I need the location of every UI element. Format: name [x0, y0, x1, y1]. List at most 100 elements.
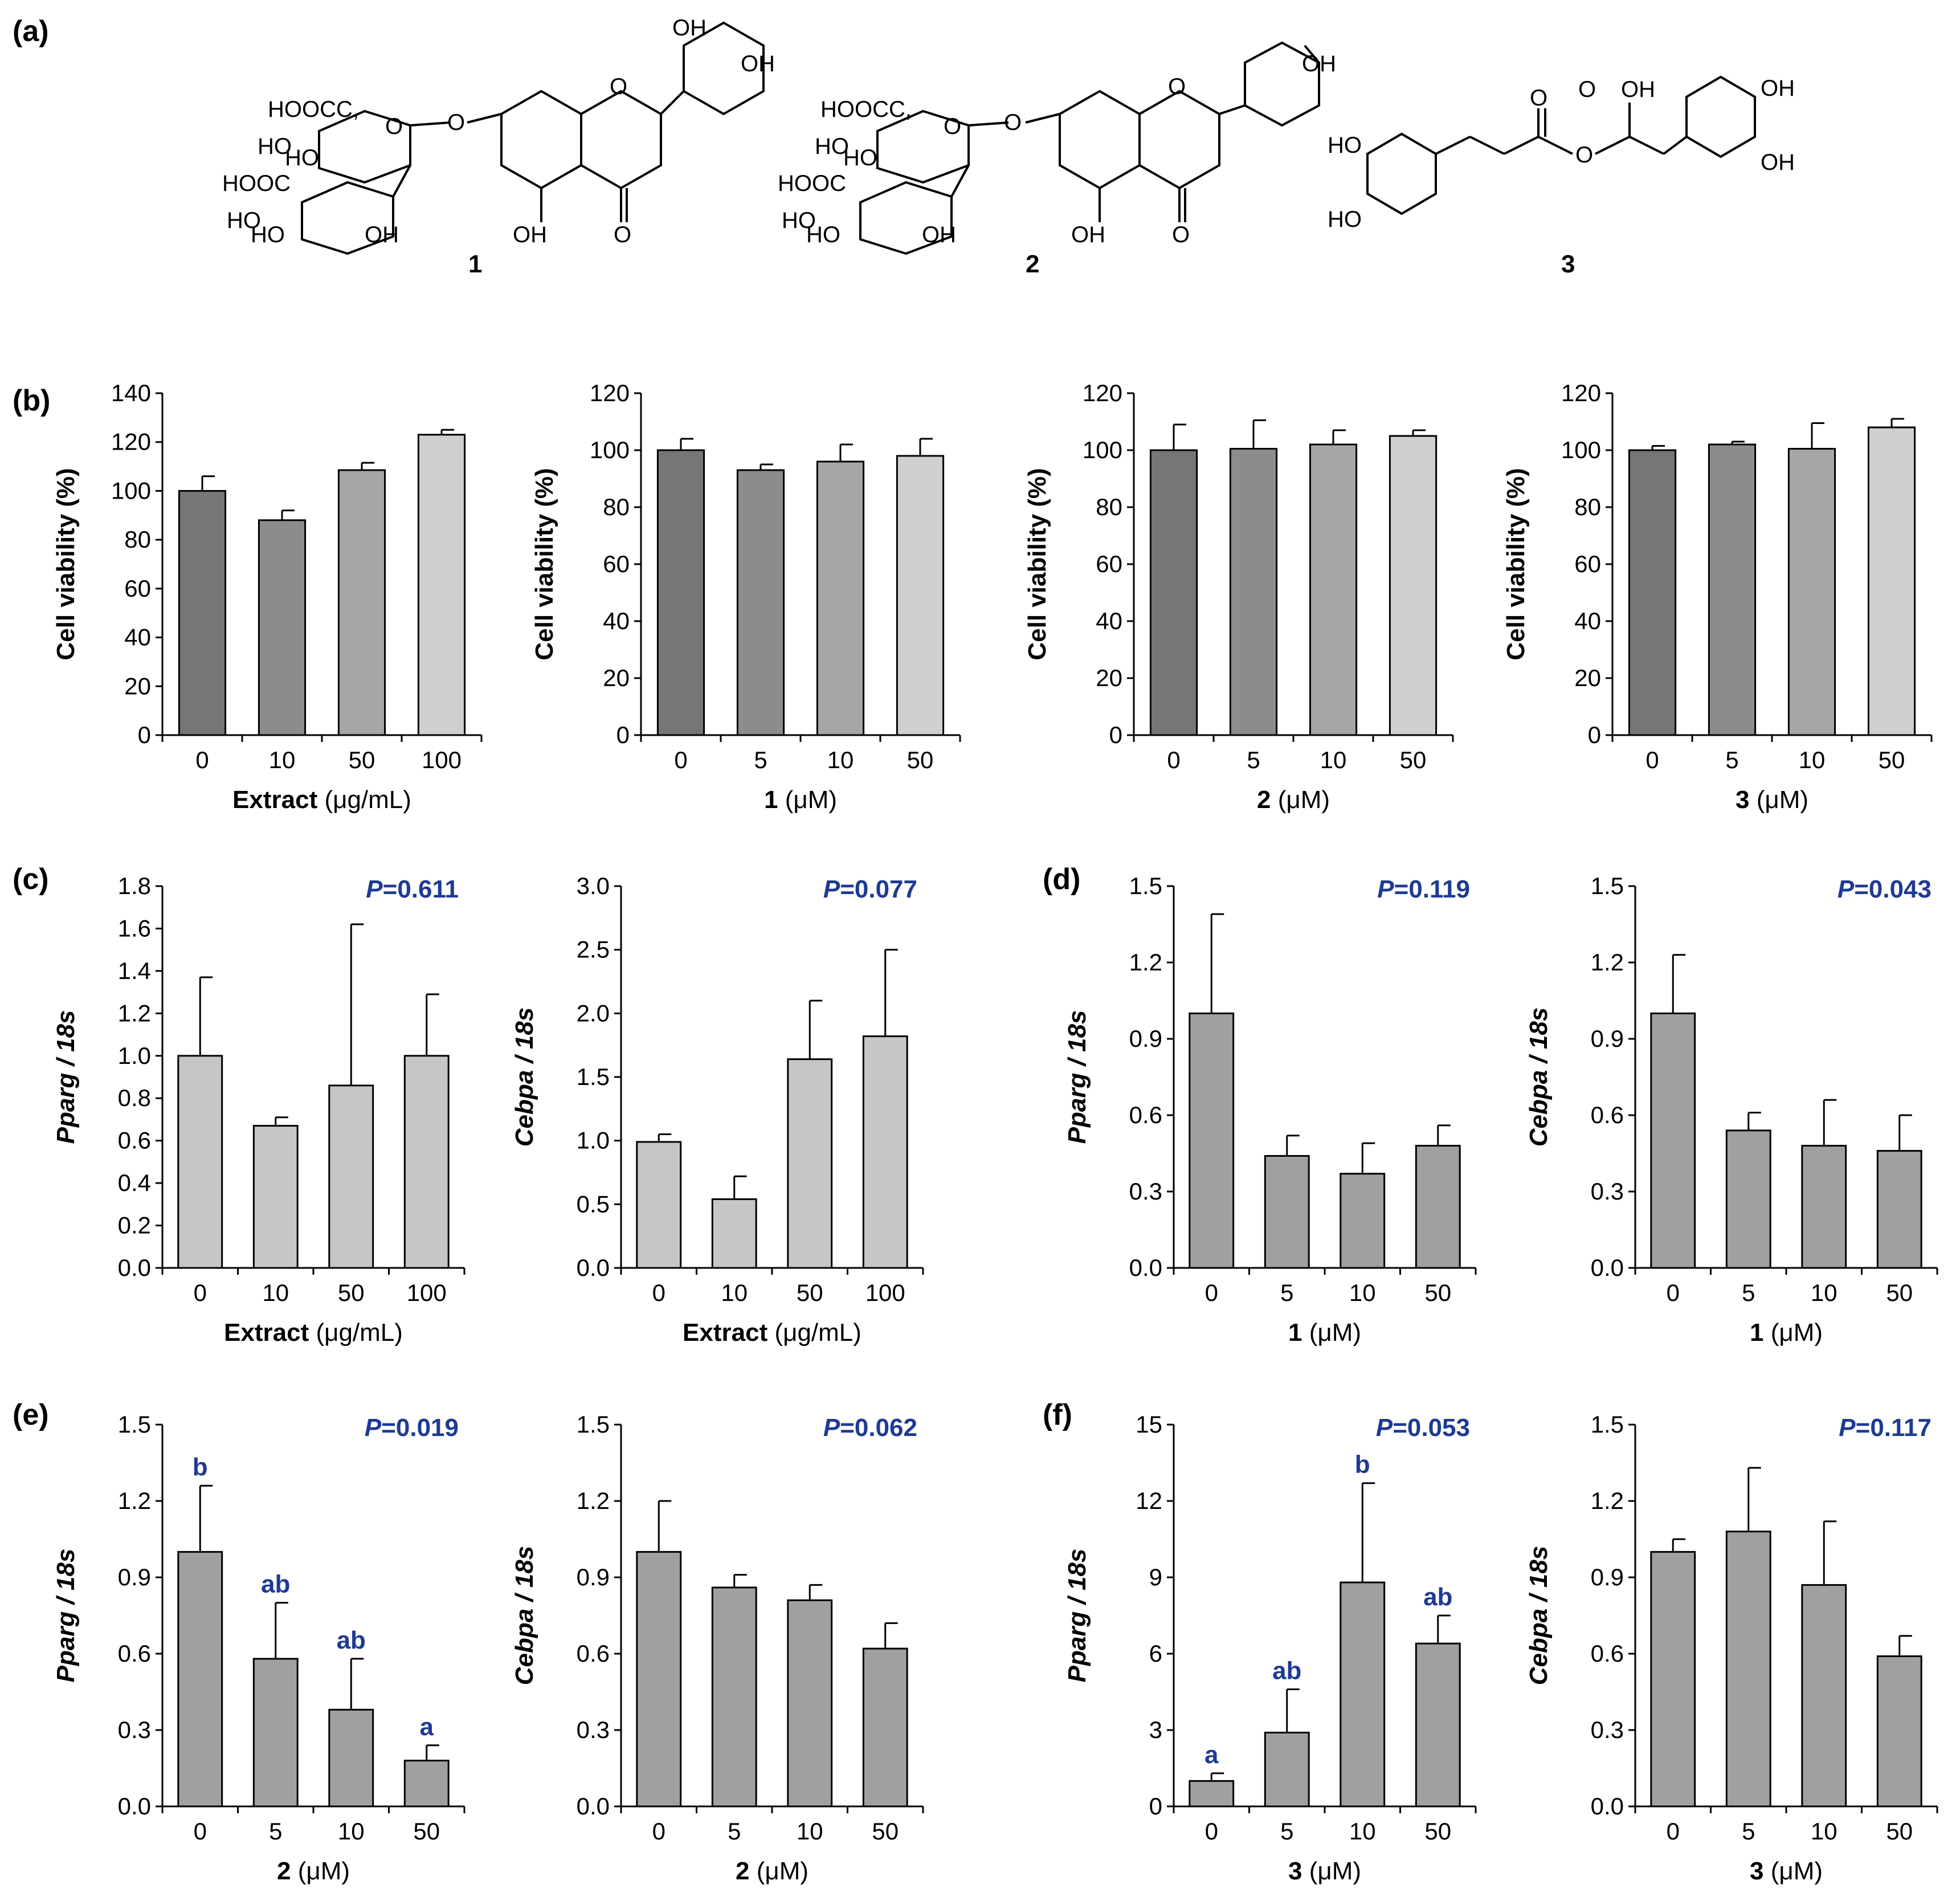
x-tick-label: 10	[262, 1279, 289, 1306]
y-tick-label: 100	[590, 437, 630, 463]
x-axis-label-unit: (μM)	[778, 786, 837, 814]
p-value-number: =0.043	[1854, 875, 1932, 903]
panel-label-b: (b)	[13, 384, 50, 417]
y-tick-label: 20	[1096, 664, 1122, 691]
y-tick-label: 0.0	[1591, 1254, 1624, 1281]
x-tick-label: 10	[1320, 746, 1347, 773]
bar-5	[711, 1586, 757, 1808]
bar-100	[417, 434, 466, 736]
y-tick-label: 9	[1149, 1564, 1162, 1590]
label-o-2a: O	[944, 114, 961, 139]
bar-50	[403, 1760, 450, 1808]
x-tick-label: 0	[1667, 1279, 1680, 1306]
y-tick-label: 0	[1149, 1793, 1162, 1820]
bar-10	[1801, 1584, 1847, 1808]
chart-f2: 0.0 0.3 0.6 0.9 1.2 1.5 0 5 10 50 3 (μM) Cebpa / 18…	[1525, 1411, 1938, 1885]
x-tick-label: 50	[1879, 746, 1905, 773]
bar-10	[328, 1708, 374, 1808]
x-tick-label: 50	[1400, 746, 1427, 773]
p-value: P=0.119	[1377, 875, 1470, 903]
p-symbol: P	[365, 1414, 382, 1442]
x-tick-label: 0	[674, 746, 687, 773]
y-tick-label: 40	[1096, 607, 1122, 634]
x-axis-label-unit: (μg/mL)	[767, 1319, 861, 1347]
label-o-1d: O	[614, 222, 631, 247]
x-axis-label-bold: 3	[1750, 1857, 1763, 1885]
x-tick-label: 0	[195, 746, 209, 773]
x-axis-label-bold: Extract	[232, 786, 318, 814]
chart-b3: 0 20 40 60 80 100 120 0 5 10 50 2 (μM) Cell viabilit…	[1023, 380, 1454, 814]
y-tick-label: 1.5	[1591, 872, 1624, 899]
x-axis-label: Extract (μg/mL)	[224, 1319, 403, 1347]
significance-letter: a	[1204, 1741, 1219, 1769]
y-tick-label: 120	[1561, 380, 1601, 406]
y-tick-label: 40	[1574, 607, 1601, 634]
y-tick-label: 60	[1574, 550, 1601, 577]
x-tick-label: 50	[349, 746, 375, 773]
chart-e2: 0.0 0.3 0.6 0.9 1.2 1.5 0 5 10 50 2 (μM) Cebpa / 18…	[511, 1411, 924, 1885]
y-tick-label: 0.3	[1591, 1716, 1624, 1743]
x-tick-label: 5	[1247, 746, 1260, 773]
x-axis-label-bold: Extract	[683, 1319, 768, 1347]
y-tick-label: 2.0	[577, 1000, 610, 1026]
y-tick-label: 0.0	[1591, 1793, 1624, 1820]
x-tick-label: 10	[1349, 1818, 1376, 1845]
bar-5	[1264, 1155, 1310, 1269]
chart-b4: 0 20 40 60 80 100 120 0 5 10 50 3 (μM) Cell viabilit…	[1502, 380, 1933, 814]
x-tick-label: 10	[338, 1818, 365, 1845]
y-axis-label: Cell viability (%)	[52, 468, 80, 660]
y-tick-label: 0.9	[1591, 1025, 1624, 1052]
y-tick-label: 0.0	[118, 1793, 151, 1820]
y-tick-label: 0.9	[1129, 1025, 1162, 1052]
x-axis-label: Extract (μg/mL)	[683, 1319, 861, 1347]
chart-d2: 0.0 0.3 0.6 0.9 1.2 1.5 0 5 10 50 1 (μM) Cebpa / 18…	[1525, 872, 1938, 1347]
x-tick-label: 0	[652, 1279, 665, 1306]
x-axis-label: 2 (μM)	[736, 1857, 808, 1885]
bar-10	[1787, 448, 1836, 736]
dopa-ring	[1685, 75, 1756, 158]
y-tick-label: 3	[1149, 1716, 1162, 1743]
bar-100	[862, 1035, 908, 1269]
p-value-number: =0.117	[1856, 1414, 1932, 1442]
x-tick-label: 50	[797, 1279, 823, 1306]
bar-5	[1708, 443, 1757, 736]
x-tick-label: 10	[1799, 746, 1826, 773]
y-tick-label: 100	[111, 477, 151, 504]
y-tick-label: 0	[616, 721, 630, 748]
label-o-1b: O	[447, 110, 465, 135]
p-value-number: =0.019	[381, 1414, 459, 1442]
label-oh-2c: OH	[1302, 51, 1336, 76]
x-axis-label-bold: 2	[277, 1857, 291, 1885]
p-symbol: P	[1377, 875, 1394, 903]
chart-b1: 0 20 40 60 80 100 120 140 0 10 50 100 Extract (μg/mL…	[52, 380, 483, 814]
sugar-ring-lower	[859, 181, 953, 255]
x-axis-label: 3 (μM)	[1750, 1857, 1823, 1885]
label-o-2d: O	[1172, 222, 1190, 247]
bar-10	[1309, 443, 1358, 736]
y-tick-label: 6	[1149, 1640, 1162, 1667]
y-axis-label: Cebpa / 18s	[511, 1007, 538, 1147]
structure-3-labels: HO HO O O O OH OH OH 3	[1328, 76, 1795, 278]
p-value: P=0.062	[823, 1414, 917, 1442]
bar-50	[1876, 1150, 1922, 1269]
label-o-3a: O	[1530, 85, 1547, 111]
x-tick-label: 50	[1886, 1279, 1913, 1306]
compound-number-2: 2	[1026, 250, 1039, 278]
panel-label-c: (c)	[13, 863, 49, 896]
panel-label-e: (e)	[13, 1398, 49, 1431]
bar-5	[1725, 1531, 1771, 1808]
significance-letter: b	[1355, 1451, 1370, 1479]
bar-10	[816, 460, 865, 736]
label-o-1a: O	[385, 114, 403, 139]
compound-number-3: 3	[1561, 250, 1575, 278]
y-tick-label: 0	[138, 721, 151, 748]
y-tick-label: 80	[603, 493, 630, 520]
y-tick-label: 0.3	[1591, 1178, 1624, 1205]
y-tick-label: 120	[590, 380, 630, 406]
label-oh-1d: OH	[741, 51, 775, 76]
bar-10	[1801, 1145, 1847, 1269]
label-ho-2b: HO	[843, 145, 877, 170]
x-axis-label-unit: (μg/mL)	[309, 1319, 403, 1347]
y-tick-label: 1.2	[118, 1487, 151, 1514]
